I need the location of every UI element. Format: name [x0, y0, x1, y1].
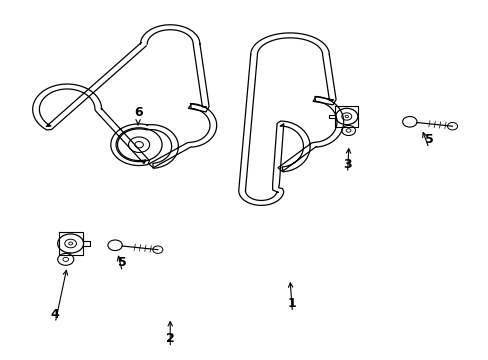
Text: 3: 3: [343, 158, 351, 171]
Circle shape: [108, 240, 122, 251]
Text: 4: 4: [51, 307, 60, 320]
Circle shape: [68, 242, 72, 245]
Circle shape: [116, 128, 162, 162]
Circle shape: [58, 253, 74, 265]
Circle shape: [341, 113, 351, 120]
Circle shape: [65, 239, 76, 248]
Circle shape: [345, 115, 348, 118]
Circle shape: [63, 257, 68, 261]
Circle shape: [128, 137, 149, 153]
Text: 6: 6: [134, 107, 142, 120]
Text: 2: 2: [165, 332, 174, 345]
Text: 5: 5: [424, 133, 432, 146]
Text: 5: 5: [118, 256, 126, 269]
Circle shape: [335, 108, 357, 125]
Circle shape: [447, 122, 457, 130]
Circle shape: [152, 246, 163, 253]
Circle shape: [346, 129, 350, 132]
Circle shape: [58, 234, 83, 253]
Text: 1: 1: [287, 297, 296, 310]
Circle shape: [402, 117, 416, 127]
Circle shape: [341, 125, 355, 135]
Circle shape: [135, 141, 143, 148]
